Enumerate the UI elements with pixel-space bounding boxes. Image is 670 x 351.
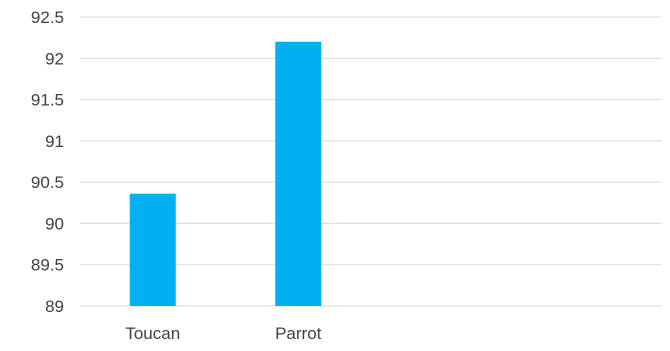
y-tick-label: 89 — [45, 297, 64, 316]
x-axis-tick-labels: Toucan Parrot — [125, 324, 321, 343]
y-tick-label: 92.5 — [31, 8, 64, 27]
y-tick-label: 89.5 — [31, 256, 64, 275]
bar-parrot — [275, 41, 322, 307]
y-tick-label: 91.5 — [31, 91, 64, 110]
y-tick-label: 90.5 — [31, 173, 64, 192]
bars — [129, 41, 322, 307]
x-tick-label: Parrot — [275, 324, 322, 343]
bar-toucan — [129, 193, 176, 306]
x-tick-label: Toucan — [125, 324, 180, 343]
y-axis-tick-labels: 89 89.5 90 90.5 91 91.5 92 92.5 — [31, 8, 64, 316]
y-tick-label: 90 — [45, 214, 64, 233]
gridlines — [80, 16, 662, 307]
y-tick-label: 91 — [45, 132, 64, 151]
y-tick-label: 92 — [45, 49, 64, 68]
